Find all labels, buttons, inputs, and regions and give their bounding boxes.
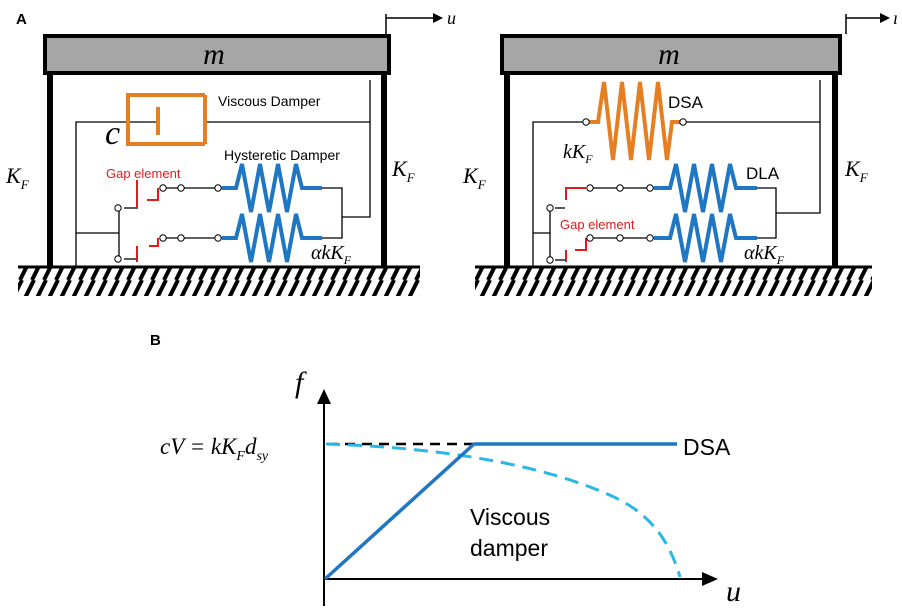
left-ground-hatch: [18, 268, 420, 296]
right-dsa-label: DSA: [668, 93, 704, 112]
right-kf-left: KF: [462, 163, 487, 192]
left-viscous-damper-label: Viscous Damper: [218, 93, 321, 109]
viscous-label-line2: damper: [470, 535, 548, 561]
right-dsa-stiffness: kKF: [563, 141, 593, 166]
right-displacement-label: ı: [893, 8, 898, 28]
left-gap-element-top: [136, 180, 159, 208]
left-viscous-damper: [126, 93, 207, 146]
viscous-damper-curve: [325, 442, 682, 578]
left-displacement-label: u: [447, 8, 456, 28]
left-column-left: [47, 66, 53, 267]
dsa-curve: [323, 442, 677, 581]
right-dla-springs: [654, 163, 757, 263]
right-ground-hatch: [475, 268, 872, 296]
right-kf-right: KF: [844, 156, 869, 185]
right-gap-element-bottom: [565, 238, 587, 262]
left-mass-label: m: [203, 38, 225, 71]
right-mass-block: [500, 34, 842, 75]
right-gap-element-top: [565, 187, 586, 200]
panel-b-letter: B: [150, 332, 161, 349]
left-column-right: [381, 66, 387, 267]
left-kf-left: KF: [5, 163, 30, 192]
right-dsa-spring: [588, 81, 683, 161]
left-hysteretic-damper-label: Hysteretic Damper: [224, 147, 340, 163]
panel-a-letter: A: [16, 11, 27, 28]
left-spring-stiffness: αkKF: [311, 242, 352, 267]
left-viscous-coef: c: [105, 115, 120, 152]
left-gap-element-bottom: [136, 238, 159, 262]
left-gap-element-label: Gap element: [106, 166, 181, 181]
right-column-left: [504, 66, 510, 267]
dsa-curve-label: DSA: [683, 434, 731, 460]
equation-label: cV = kKFdsy: [160, 434, 269, 464]
right-spring-stiffness: αkKF: [744, 242, 785, 267]
right-dla-label: DLA: [746, 164, 780, 183]
right-frame: m ı KF KF DSA kKF: [462, 8, 898, 296]
right-column-right: [832, 66, 838, 267]
left-mass-block: [43, 34, 391, 75]
right-mass-label: m: [658, 38, 680, 71]
left-frame: m u KF KF c Visco: [5, 8, 456, 296]
viscous-label-line1: Viscous: [470, 504, 550, 530]
left-hysteretic-damper: [222, 163, 322, 263]
left-kf-right: KF: [391, 156, 416, 185]
y-axis-label: f: [295, 366, 307, 399]
x-axis-label: u: [726, 575, 741, 608]
panel-b-graph: f u cV = kKFdsy DSA Viscous damper: [160, 366, 741, 608]
right-gap-element-label: Gap element: [560, 217, 635, 232]
